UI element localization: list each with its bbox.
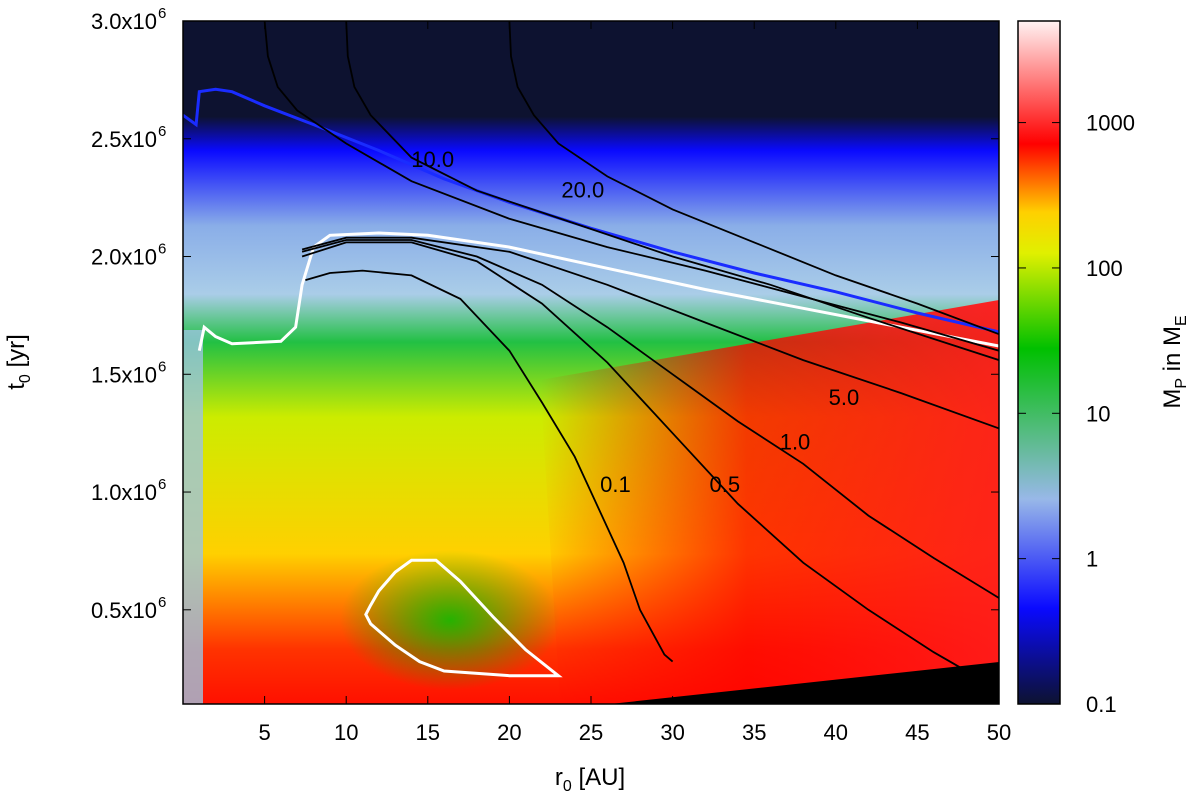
y-tick-label-5: 3.0x10 (91, 9, 157, 34)
x-tick-label-2: 15 (416, 720, 440, 745)
white-contour-1 (364, 558, 563, 678)
contour-label-2: 1.0 (780, 430, 811, 455)
x-tick-label-3: 20 (497, 720, 521, 745)
x-tick-label-6: 35 (742, 720, 766, 745)
x-tick-label-7: 40 (824, 720, 848, 745)
contour-label-3: 5.0 (829, 385, 860, 410)
heatmap-black-corner (610, 662, 999, 704)
contour-label-5: 20.0 (561, 178, 604, 203)
contour-line-6 (263, 21, 999, 352)
colorbar-label: MP in ME (1159, 315, 1190, 408)
contour-line-3 (301, 236, 999, 430)
x-tick-label-4: 25 (579, 720, 603, 745)
y-tick-exponent-1: 6 (158, 476, 166, 493)
y-tick-exponent-0: 6 (158, 594, 166, 611)
contour-line-2 (301, 239, 999, 599)
contour-line-1 (301, 241, 999, 689)
y-tick-label-4: 2.5x10 (91, 127, 157, 152)
contour-label-4: 10.0 (411, 147, 454, 172)
heatmap-red-region (540, 300, 999, 704)
contour-label-0: 0.1 (600, 472, 631, 497)
x-tick-label-1: 10 (334, 720, 358, 745)
x-tick-label-0: 5 (258, 720, 270, 745)
y-tick-label-3: 2.0x10 (91, 245, 157, 270)
white-contour-0 (197, 231, 999, 352)
contour-line-5 (508, 21, 999, 336)
x-tick-label-5: 30 (660, 720, 684, 745)
y-axis: 0.5x10 61.0x10 61.5x10 62.0x10 62.5x10 63.0x1… (91, 5, 999, 623)
x-axis-label: r0 [AU] (555, 764, 625, 795)
colorbar-tick-label-0: 0.1 (1086, 692, 1117, 717)
y-tick-label-0: 0.5x10 (91, 598, 157, 623)
colorbar (1017, 20, 1061, 705)
y-tick-label-1: 1.0x10 (91, 480, 157, 505)
heatmap-green-region (340, 550, 560, 690)
contour-label-1: 0.5 (710, 472, 741, 497)
heatmap-field: 0.1 0.5 1.0 5.0 10.0 20.0 (183, 21, 999, 704)
colorbar-tick-label-3: 100 (1086, 256, 1123, 281)
y-tick-exponent-4: 6 (158, 123, 166, 140)
blue-contour (183, 87, 999, 334)
colorbar-tick-label-2: 10 (1086, 401, 1110, 426)
colorbar-tick-label-4: 1000 (1086, 111, 1135, 136)
x-axis: 5 10 15 20 25 30 35 40 45 50 (258, 21, 1011, 745)
x-tick-label-9: 50 (987, 720, 1011, 745)
colorbar-ticks: 0.1 1 10 100 1000 (1018, 111, 1135, 717)
contour-line-0 (305, 269, 674, 663)
y-tick-exponent-3: 6 (158, 241, 166, 258)
y-tick-label-2: 1.5x10 (91, 362, 157, 387)
x-tick-label-8: 45 (905, 720, 929, 745)
colorbar-tick-label-1: 1 (1086, 547, 1098, 572)
y-axis-label: t0 [yr] (3, 334, 34, 390)
contour-layer: 0.1 0.5 1.0 5.0 10.0 20.0 (183, 21, 999, 689)
y-tick-exponent-5: 6 (158, 5, 166, 22)
y-tick-exponent-2: 6 (158, 358, 166, 375)
heatmap-left-strip (183, 330, 203, 704)
